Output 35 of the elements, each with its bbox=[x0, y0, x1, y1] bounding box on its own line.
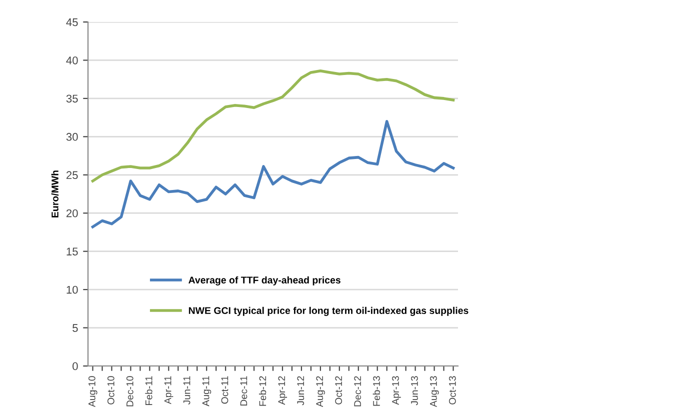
line-series bbox=[91, 70, 455, 182]
y-tick-label: 30 bbox=[66, 132, 78, 141]
line-series bbox=[91, 120, 455, 228]
x-tick-label: Oct-11 bbox=[221, 376, 228, 404]
x-tick-label: Jun-11 bbox=[183, 376, 190, 405]
y-tick-label: 20 bbox=[66, 209, 78, 218]
x-tick-label: Oct-10 bbox=[107, 376, 114, 404]
y-tick-label: 35 bbox=[66, 94, 78, 103]
x-tick-label: Dec-10 bbox=[126, 376, 134, 406]
legend-label: NWE GCI typical price for long term oil-indexed gas supplies bbox=[188, 306, 468, 316]
y-tick-label: 15 bbox=[66, 248, 78, 256]
y-tick-label: 0 bbox=[72, 362, 78, 370]
y-tick-label: 5 bbox=[72, 324, 78, 332]
x-tick-label: Jun-13 bbox=[411, 376, 418, 406]
x-tick-label: Aug-13 bbox=[430, 376, 439, 408]
x-tick-label: Oct-12 bbox=[335, 376, 342, 404]
x-tick-label: Aug-12 bbox=[316, 376, 325, 408]
x-tick-label: Oct-13 bbox=[448, 376, 456, 404]
x-tick-label: Dec-11 bbox=[240, 376, 248, 406]
legend-label: Average of TTF day-ahead prices bbox=[188, 276, 340, 286]
x-tick-label: Aug-10 bbox=[88, 376, 98, 408]
x-tick-label: Feb-13 bbox=[372, 376, 380, 406]
y-axis-title: Euro/MWh bbox=[51, 170, 59, 218]
x-tick-label: Apr-12 bbox=[278, 376, 288, 405]
y-tick-label: 10 bbox=[66, 286, 78, 294]
x-tick-label: Feb-12 bbox=[258, 376, 266, 406]
x-tick-label: Dec-12 bbox=[354, 376, 361, 406]
y-tick-label: 40 bbox=[66, 56, 78, 64]
y-tick-label: 45 bbox=[66, 18, 78, 26]
x-tick-label: Aug-11 bbox=[202, 376, 212, 406]
x-tick-label: Apr-13 bbox=[392, 376, 401, 405]
x-tick-label: Jun-12 bbox=[297, 376, 304, 406]
y-tick-label: 25 bbox=[66, 171, 78, 180]
x-tick-label: Apr-11 bbox=[164, 376, 174, 404]
x-tick-label: Feb-11 bbox=[145, 376, 152, 406]
